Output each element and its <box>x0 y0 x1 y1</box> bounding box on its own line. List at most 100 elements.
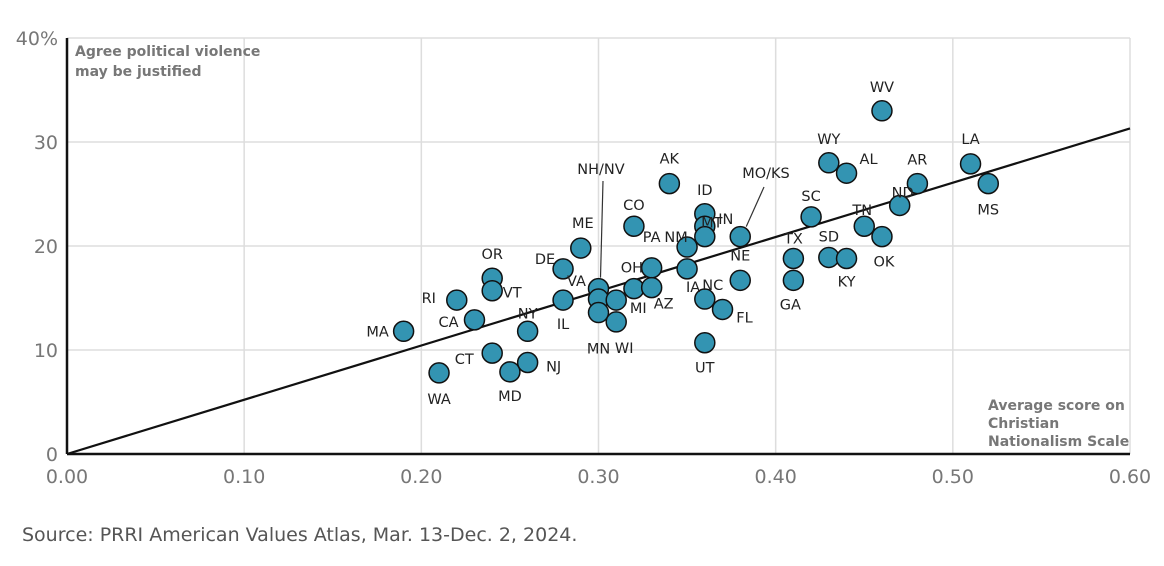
point-ca <box>463 309 486 331</box>
x-tick-label: 0.30 <box>577 466 619 488</box>
source-note: Source: PRRI American Values Atlas, Mar.… <box>22 524 578 546</box>
point-md <box>499 361 521 383</box>
point-ar <box>906 172 929 195</box>
point-vt <box>481 279 503 302</box>
corner-labels: Agree political violence may be justified… <box>75 44 1129 450</box>
point-wv <box>871 100 893 122</box>
point-label: PA <box>643 230 661 246</box>
point-label: MN <box>587 342 610 358</box>
y-tick-label: 0 <box>46 444 58 466</box>
y-tick-label: 10 <box>34 340 58 362</box>
point-ia <box>676 258 698 280</box>
point-label: OK <box>874 255 895 271</box>
point-label: CO <box>623 198 645 214</box>
axes: 0.00 0.10 0.20 0.30 0.40 0.50 0.60 0 10 20 30 40% <box>16 28 1151 488</box>
point-label: NH/NV <box>577 162 624 178</box>
point-label: MS <box>977 203 999 219</box>
point-label: MA <box>366 324 389 340</box>
point-ak <box>658 172 681 195</box>
x-axis-title: Nationalism Scale <box>988 434 1129 450</box>
point-nj <box>516 351 539 374</box>
point-label: KY <box>838 274 856 290</box>
point-label: NC <box>702 278 723 294</box>
point-ok <box>871 225 893 248</box>
point-oh <box>623 277 645 300</box>
point-label: SC <box>801 189 820 205</box>
point-nm <box>676 236 698 258</box>
point-label: OH <box>621 261 643 277</box>
point-mo-ks <box>729 225 751 248</box>
x-tick-label: 0.10 <box>223 466 265 488</box>
point-ga <box>782 269 805 292</box>
point-label: NE <box>730 248 750 264</box>
point-co <box>623 215 645 237</box>
point-label: NJ <box>546 359 561 375</box>
y-tick-label: 40% <box>16 28 58 50</box>
point-label: CT <box>455 352 474 368</box>
point-az <box>640 276 663 299</box>
point-sc <box>800 206 822 228</box>
point-label: WI <box>615 341 634 357</box>
point-ut <box>694 331 716 354</box>
point-la <box>959 153 982 175</box>
point-label: VA <box>567 274 586 290</box>
point-nd <box>888 194 911 217</box>
point-label: ND <box>892 185 914 201</box>
point-sd <box>818 246 840 269</box>
point-wy <box>818 152 840 174</box>
point-label: TX <box>783 231 803 247</box>
point-label: IA <box>686 280 700 296</box>
point-pa <box>640 257 663 279</box>
point-label: MD <box>498 389 522 405</box>
point-al <box>835 162 858 184</box>
point-tn <box>853 215 875 237</box>
point-ny <box>516 320 539 343</box>
y-tick-label: 20 <box>34 236 58 258</box>
point-label: VT <box>503 286 522 302</box>
x-axis-title: Average score on <box>988 398 1125 414</box>
point-fl <box>711 298 734 321</box>
point-label: AL <box>860 152 878 168</box>
data-points <box>392 100 1000 384</box>
point-label: AK <box>660 152 680 168</box>
point-label: FL <box>736 310 752 326</box>
leader-line <box>599 180 604 278</box>
point-mn <box>587 301 610 324</box>
point-ms <box>977 172 1000 195</box>
point-label: UT <box>695 361 715 377</box>
point-ne <box>729 269 751 292</box>
point-label: TN <box>851 203 872 219</box>
x-tick-label: 0.40 <box>755 466 797 488</box>
point-label: SD <box>819 229 839 245</box>
x-tick-label: 0.20 <box>400 466 442 488</box>
point-label: WY <box>817 132 840 148</box>
point-wa <box>428 362 450 384</box>
point-label: WA <box>427 392 451 408</box>
scatter-chart: 0.00 0.10 0.20 0.30 0.40 0.50 0.60 0 10 20 30 40% M… <box>16 28 1151 488</box>
point-me <box>570 237 592 259</box>
y-axis-title: Agree political violence <box>75 44 260 60</box>
x-tick-label: 0.50 <box>932 466 974 488</box>
point-label: IN <box>718 212 733 228</box>
point-label: AZ <box>654 297 674 313</box>
point-label: IL <box>557 317 569 333</box>
point-label: WV <box>870 80 894 96</box>
y-tick-label: 30 <box>34 132 58 154</box>
x-axis-title: Christian <box>988 416 1059 432</box>
point-label: MI <box>630 301 647 317</box>
y-axis-title: may be justified <box>75 64 201 80</box>
point-label: LA <box>961 132 979 148</box>
x-tick-label: 0.00 <box>46 466 88 488</box>
x-tick-label: 0.60 <box>1109 466 1151 488</box>
point-label: MO/KS <box>742 166 790 182</box>
grid <box>67 37 1131 454</box>
point-nc <box>694 288 716 310</box>
point-label: RI <box>422 291 436 307</box>
point-ky <box>835 247 858 270</box>
point-label: MT <box>701 216 723 232</box>
leader-line <box>745 186 765 227</box>
point-label: AR <box>907 153 927 169</box>
point-wi <box>605 311 627 333</box>
point-tx <box>782 247 805 270</box>
point-mi <box>605 289 627 311</box>
